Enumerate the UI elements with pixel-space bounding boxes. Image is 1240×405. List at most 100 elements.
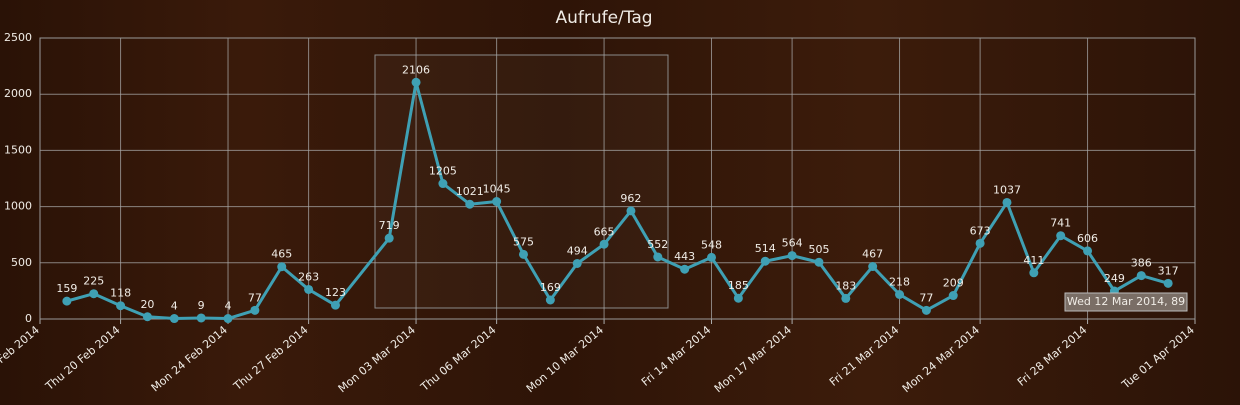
data-point — [814, 257, 824, 267]
data-point — [572, 258, 582, 268]
data-point — [975, 238, 985, 248]
data-point — [787, 251, 797, 261]
data-label: 317 — [1158, 264, 1179, 277]
data-label: 4 — [225, 300, 232, 313]
data-point — [518, 249, 528, 259]
y-tick-label: 500 — [11, 256, 32, 269]
x-tick-label: Mon 24 Mar 2014 — [900, 323, 982, 395]
data-label: 514 — [755, 242, 776, 255]
plot-border — [39, 37, 1196, 320]
tooltip-box — [1064, 292, 1188, 312]
x-tick-label: Tue 01 Apr 2014 — [1119, 323, 1197, 392]
data-label: 1037 — [993, 183, 1021, 196]
data-point — [384, 233, 394, 243]
data-label: 263 — [298, 270, 319, 283]
x-tick-label: Fri 21 Mar 2014 — [827, 323, 901, 388]
data-point — [1002, 197, 1012, 207]
y-tick-label: 0 — [25, 312, 32, 325]
data-point — [895, 289, 905, 299]
data-point — [760, 256, 770, 266]
data-point — [492, 197, 502, 207]
data-point — [330, 300, 340, 310]
data-point — [438, 179, 448, 189]
y-tick-label: 1500 — [4, 143, 32, 156]
data-label: 77 — [919, 291, 933, 304]
data-point — [250, 305, 260, 315]
data-point — [1136, 271, 1146, 281]
data-label: 741 — [1050, 217, 1071, 230]
data-point — [733, 293, 743, 303]
y-tick-label: 1000 — [4, 200, 32, 213]
data-label: 673 — [970, 224, 991, 237]
data-label: 2106 — [402, 63, 430, 76]
data-label: 185 — [728, 279, 749, 292]
data-label: 467 — [862, 248, 883, 261]
data-point — [545, 295, 555, 305]
data-label: 665 — [594, 225, 615, 238]
data-label: 183 — [835, 279, 856, 292]
data-label: 77 — [248, 291, 262, 304]
data-point — [707, 252, 717, 262]
tooltip: Wed 12 Mar 2014, 89 — [1064, 292, 1188, 312]
data-label: 159 — [56, 282, 77, 295]
data-label: 225 — [83, 275, 104, 288]
zoom-selection — [374, 54, 669, 309]
data-point — [948, 291, 958, 301]
x-tick-label: Mon 24 Feb 2014 — [149, 323, 230, 394]
x-tick-label: Thu 20 Feb 2014 — [42, 323, 122, 393]
data-label: 719 — [379, 219, 400, 232]
x-tick-label: Mon 03 Mar 2014 — [336, 323, 418, 395]
x-tick-label: Mon 10 Mar 2014 — [524, 323, 606, 395]
data-label: 209 — [943, 277, 964, 290]
data-point — [653, 252, 663, 262]
tooltip-text: Wed 12 Mar 2014, 89 — [1067, 295, 1185, 308]
x-tick-label: Fri 14 Mar 2014 — [639, 323, 713, 388]
data-point — [680, 264, 690, 274]
data-point — [599, 239, 609, 249]
data-label: 411 — [1023, 254, 1044, 267]
y-tick-label: 2500 — [4, 31, 32, 44]
data-point — [116, 301, 126, 311]
data-label: 9 — [198, 299, 205, 312]
data-point — [1083, 246, 1093, 256]
x-tick-label: Fri 28 Mar 2014 — [1015, 323, 1089, 388]
data-label: 20 — [140, 298, 154, 311]
data-point — [921, 305, 931, 315]
data-label: 564 — [782, 237, 803, 250]
data-point — [868, 262, 878, 272]
data-point — [1029, 268, 1039, 278]
data-point — [1163, 278, 1173, 288]
data-point — [626, 206, 636, 216]
data-point — [304, 284, 314, 294]
y-tick-label: 2000 — [4, 87, 32, 100]
data-label: 123 — [325, 286, 346, 299]
data-point — [62, 296, 72, 306]
data-point — [196, 313, 206, 323]
data-label: 1045 — [483, 183, 511, 196]
data-point — [465, 199, 475, 209]
data-label: 1021 — [456, 185, 484, 198]
data-label: 1205 — [429, 165, 457, 178]
data-label: 118 — [110, 287, 131, 300]
data-label: 505 — [808, 243, 829, 256]
data-label: 4 — [171, 300, 178, 313]
data-label: 575 — [513, 235, 534, 248]
data-point — [89, 289, 99, 299]
data-point — [841, 293, 851, 303]
data-point — [142, 312, 152, 322]
data-point — [411, 77, 421, 87]
chart-title: Aufrufe/Tag — [555, 8, 652, 28]
data-label: 218 — [889, 275, 910, 288]
data-label: 386 — [1131, 257, 1152, 270]
data-point — [1056, 231, 1066, 241]
data-point — [169, 314, 179, 324]
data-label: 962 — [620, 192, 641, 205]
data-label: 249 — [1104, 272, 1125, 285]
data-label: 548 — [701, 238, 722, 251]
data-point — [223, 314, 233, 324]
x-tick-label: Thu 06 Mar 2014 — [417, 323, 498, 394]
data-label: 443 — [674, 250, 695, 263]
data-label: 606 — [1077, 232, 1098, 245]
data-label: 465 — [271, 248, 292, 261]
